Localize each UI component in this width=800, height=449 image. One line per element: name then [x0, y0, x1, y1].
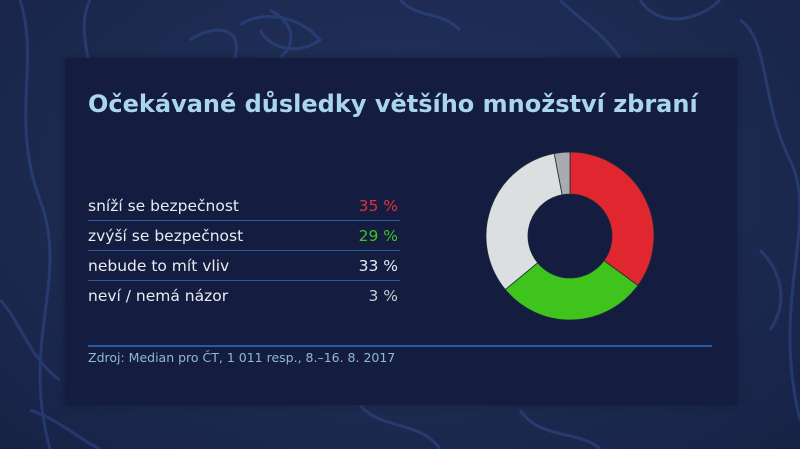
- chart-title: Očekávané důsledky většího množství zbra…: [88, 90, 698, 118]
- chart-panel: Očekávané důsledky většího množství zbra…: [65, 58, 737, 405]
- divider: [88, 345, 712, 347]
- donut-slice: [553, 151, 571, 196]
- legend-row-no-effect: nebude to mít vliv 33 %: [88, 251, 400, 281]
- legend-row-increase-safety: zvýší se bezpečnost 29 %: [88, 221, 400, 251]
- legend-label: zvýší se bezpečnost: [88, 226, 244, 245]
- legend-value: 29 %: [358, 226, 398, 245]
- legend-row-dont-know: neví / nemá názor 3 %: [88, 281, 400, 310]
- donut-slice: [569, 151, 655, 286]
- legend-label: sníží se bezpečnost: [88, 196, 239, 215]
- donut-chart: [485, 151, 655, 321]
- legend-table: sníží se bezpečnost 35 % zvýší se bezpeč…: [88, 191, 400, 310]
- legend-value: 3 %: [368, 286, 398, 305]
- legend-value: 33 %: [358, 256, 398, 275]
- donut-slice: [504, 260, 639, 321]
- donut-slice: [485, 153, 563, 291]
- legend-label: nebude to mít vliv: [88, 256, 230, 275]
- legend-row-decrease-safety: sníží se bezpečnost 35 %: [88, 191, 400, 221]
- legend-value: 35 %: [358, 196, 398, 215]
- source-note: Zdroj: Median pro ČT, 1 011 resp., 8.–16…: [88, 350, 396, 365]
- legend-label: neví / nemá názor: [88, 286, 229, 305]
